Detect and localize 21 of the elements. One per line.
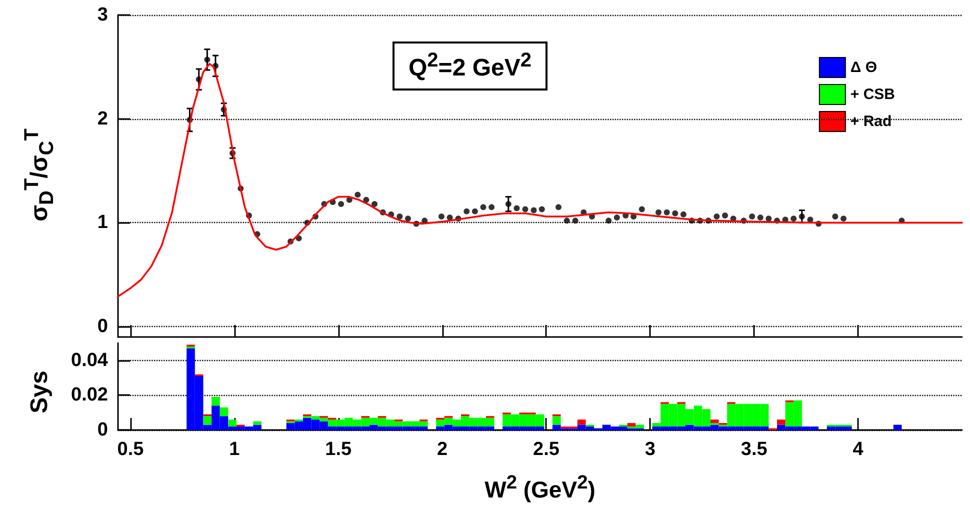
- legend-label: + Rad: [850, 113, 892, 130]
- x-tick-label: 3.5: [740, 439, 768, 460]
- y-axis-title: Sys: [26, 370, 54, 414]
- annotation: Q$^{2}$=2 GeV$^{2}$: [392, 42, 548, 90]
- x-tick-label: 1: [229, 439, 240, 460]
- y-tick-label: 0.04: [71, 350, 108, 371]
- x-tick-label: 4: [852, 439, 864, 460]
- x-axis-title: W$^{2}$ (GeV$^{2}$): [484, 472, 596, 504]
- y-tick-label: 2: [97, 108, 108, 130]
- x-tick-label: 2: [437, 439, 448, 460]
- x-tick-label: 2.5: [533, 439, 560, 460]
- x-tick-label: 0.5: [117, 439, 144, 460]
- legend-label: + CSB: [850, 86, 896, 103]
- x-tick-label: 3: [644, 439, 656, 460]
- y-tick-label: 3: [97, 4, 108, 26]
- x-tick-label: 1.5: [325, 439, 352, 460]
- y-tick-label: 0: [97, 420, 108, 440]
- y-tick-label: 0.02: [71, 384, 108, 406]
- legend-label: Δ Θ: [850, 59, 878, 76]
- y-tick-label: 1: [97, 212, 108, 234]
- y-tick-label: 0: [97, 316, 108, 338]
